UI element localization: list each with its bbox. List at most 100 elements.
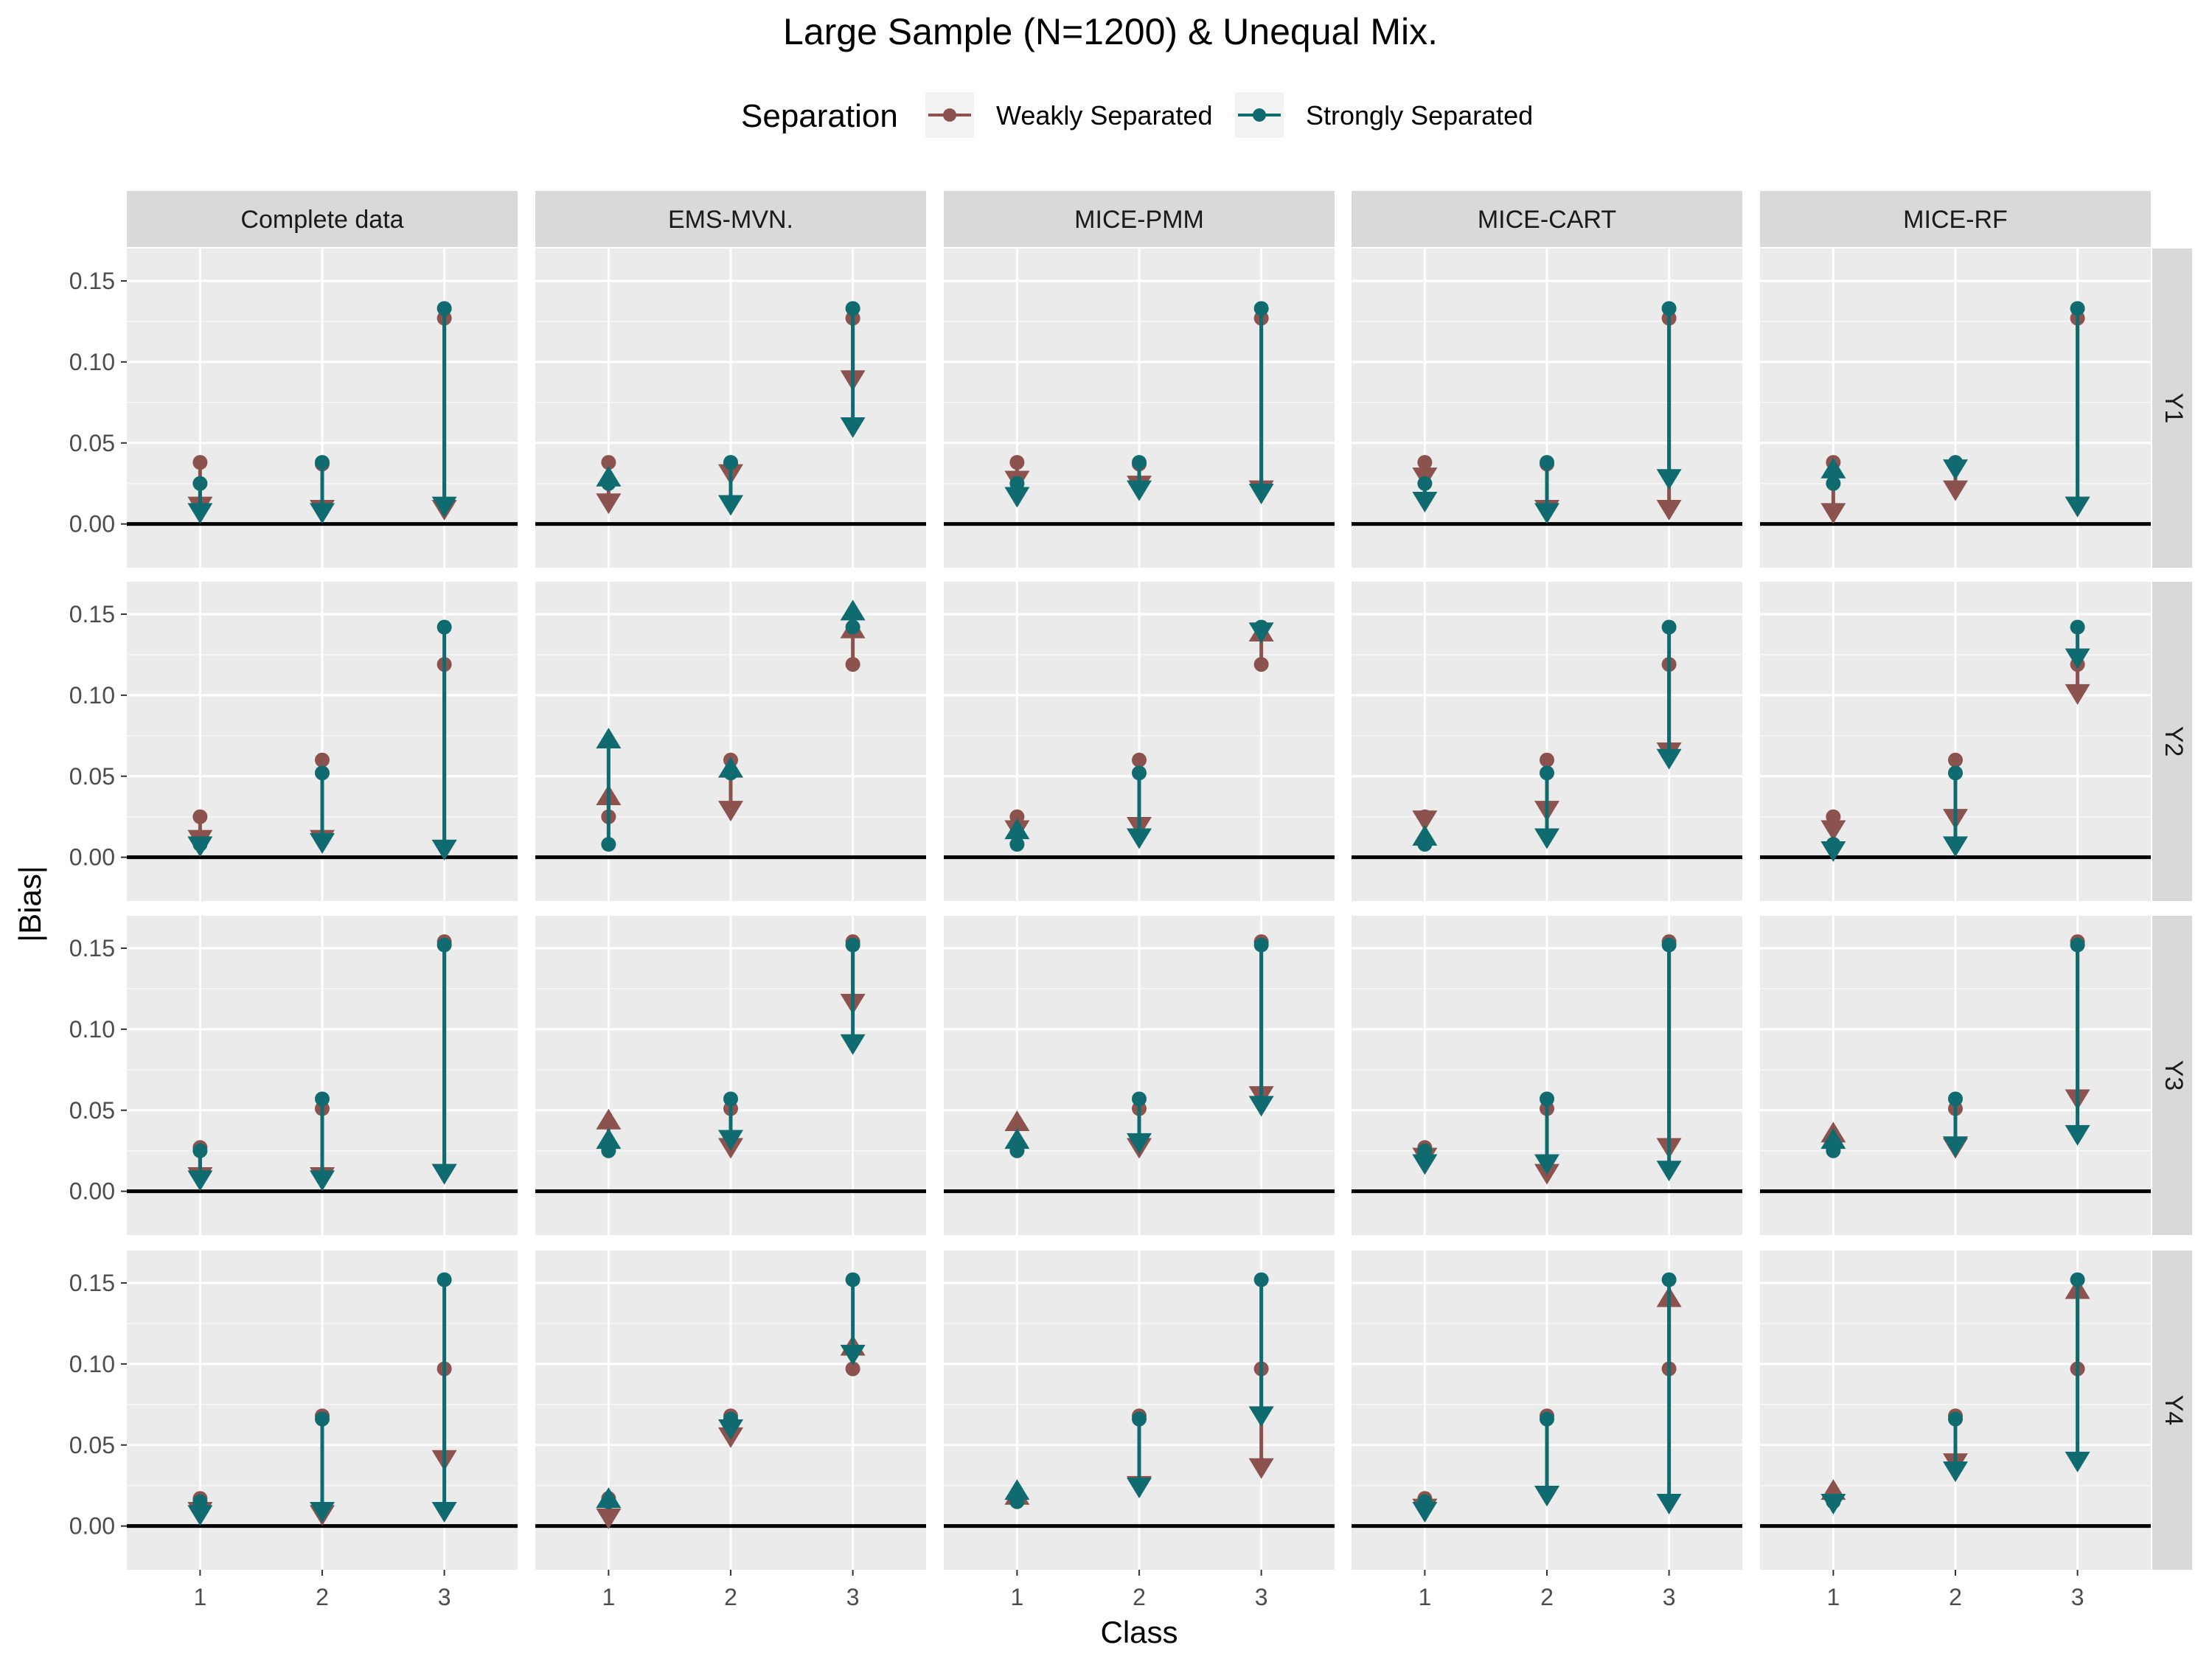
end-marker-strong [1127, 828, 1152, 849]
strip-complete-data [127, 191, 518, 247]
end-marker-strong [596, 465, 622, 487]
start-point-weak [845, 1361, 860, 1377]
strip-y3 [2152, 916, 2192, 1235]
start-point-strong [1540, 1091, 1554, 1107]
end-marker-strong [1820, 841, 1846, 863]
start-point-strong [1253, 937, 1269, 953]
end-marker-strong [1412, 1502, 1438, 1523]
end-marker-strong [2065, 1124, 2090, 1146]
end-marker-strong [718, 757, 743, 778]
start-point-weak [315, 752, 330, 768]
panel-mice-cart-y2 [1352, 582, 1742, 901]
start-point-strong [845, 937, 860, 953]
x-tick-label: 1 [193, 1584, 206, 1610]
start-point-strong [315, 1411, 330, 1427]
y-tick-label: 0.00 [69, 844, 115, 871]
x-tick-label: 3 [846, 1584, 860, 1610]
end-marker-strong [1820, 1494, 1846, 1515]
x-tick-label: 2 [316, 1584, 329, 1610]
end-marker-weak [718, 801, 743, 822]
end-marker-strong [718, 1130, 743, 1151]
end-marker-strong [840, 1344, 866, 1366]
strip-y4 [2152, 1251, 2192, 1570]
y-tick-label: 0.10 [69, 682, 115, 709]
end-marker-strong [1127, 1478, 1152, 1499]
start-point-weak [1540, 752, 1554, 768]
end-marker-strong [310, 1502, 335, 1523]
x-tick-label: 3 [2071, 1584, 2084, 1610]
start-point-weak [1253, 657, 1269, 672]
x-tick-label: 2 [1133, 1584, 1146, 1610]
panel-complete-data-y1 [127, 248, 518, 568]
end-marker-strong [1127, 480, 1152, 501]
panel-complete-data-y3 [127, 916, 518, 1235]
end-marker-strong [1534, 828, 1559, 849]
legend-key-point-weak [943, 108, 956, 122]
start-point-strong [1661, 619, 1677, 635]
y-tick-label: 0.00 [69, 511, 115, 538]
end-marker-strong [187, 836, 213, 858]
start-point-strong [1540, 455, 1554, 470]
strip-label-mice-rf: MICE-RF [1903, 206, 2008, 234]
y-tick-label: 0.10 [69, 1016, 115, 1043]
start-point-weak [1948, 752, 1963, 768]
start-point-strong [1132, 1091, 1147, 1107]
legend-label-strong: Strongly Separated [1306, 100, 1533, 131]
end-marker-weak [1248, 1458, 1274, 1479]
strip-mice-pmm [944, 191, 1335, 247]
start-point-strong [192, 1143, 208, 1158]
panel-mice-pmm-y4 [944, 1251, 1335, 1570]
end-marker-weak [1820, 820, 1846, 841]
end-marker-strong [1820, 457, 1846, 479]
start-point-weak [601, 455, 616, 470]
end-marker-strong [840, 1034, 866, 1055]
end-marker-strong [1248, 1406, 1274, 1427]
start-point-strong [315, 455, 330, 470]
start-point-strong [845, 301, 860, 316]
end-marker-strong [1127, 1133, 1152, 1154]
x-tick-label: 2 [1540, 1584, 1554, 1610]
end-marker-strong [2065, 496, 2090, 518]
panel-ems-mvn-y4 [535, 1251, 926, 1570]
start-point-strong [1009, 837, 1025, 852]
y-tick-label: 0.15 [69, 601, 115, 627]
legend-key-point-strong [1253, 108, 1266, 122]
y-tick-label: 0.10 [69, 349, 115, 375]
end-marker-strong [431, 1502, 457, 1523]
start-point-strong [845, 1272, 860, 1287]
end-marker-strong [187, 1505, 213, 1526]
start-point-strong [2070, 937, 2085, 953]
end-marker-strong [1412, 824, 1438, 846]
panel-mice-rf-y4 [1760, 1251, 2151, 1570]
panel-mice-cart-y4 [1352, 1251, 1742, 1570]
start-point-strong [2070, 1272, 2085, 1287]
strip-y1 [2152, 248, 2192, 568]
start-point-weak [1009, 455, 1025, 470]
strip-ems-mvn [535, 191, 926, 247]
x-tick-label: 3 [1663, 1584, 1676, 1610]
y-tick-label: 0.05 [69, 1097, 115, 1124]
end-marker-strong [1248, 1096, 1274, 1117]
y-axis-title: |Bias| [13, 866, 47, 942]
facet-panels: Complete data EMS-MVN. MICE-PMM MICE-CART MI… [69, 191, 2192, 1610]
strip-label-mice-cart: MICE-CART [1478, 206, 1616, 234]
start-point-strong [1132, 765, 1147, 781]
start-point-weak [1132, 752, 1147, 768]
x-tick-label: 1 [1010, 1584, 1023, 1610]
start-point-strong [437, 1272, 452, 1287]
start-point-strong [1540, 1411, 1554, 1427]
start-point-strong [437, 301, 452, 316]
panel-mice-pmm-y1 [944, 248, 1335, 568]
x-tick-label: 3 [438, 1584, 451, 1610]
chart-title: Large Sample (N=1200) & Unequal Mix. [783, 11, 1438, 52]
y-tick-label: 0.05 [69, 763, 115, 790]
end-marker-strong [2065, 1451, 2090, 1472]
start-point-weak [1417, 455, 1433, 470]
end-marker-strong [2065, 648, 2090, 669]
end-marker-strong [310, 833, 335, 855]
start-point-strong [2070, 619, 2085, 635]
end-marker-strong [1943, 1136, 1968, 1158]
end-marker-strong [1534, 1486, 1559, 1507]
strip-mice-rf [1760, 191, 2151, 247]
start-point-strong [1826, 476, 1841, 491]
